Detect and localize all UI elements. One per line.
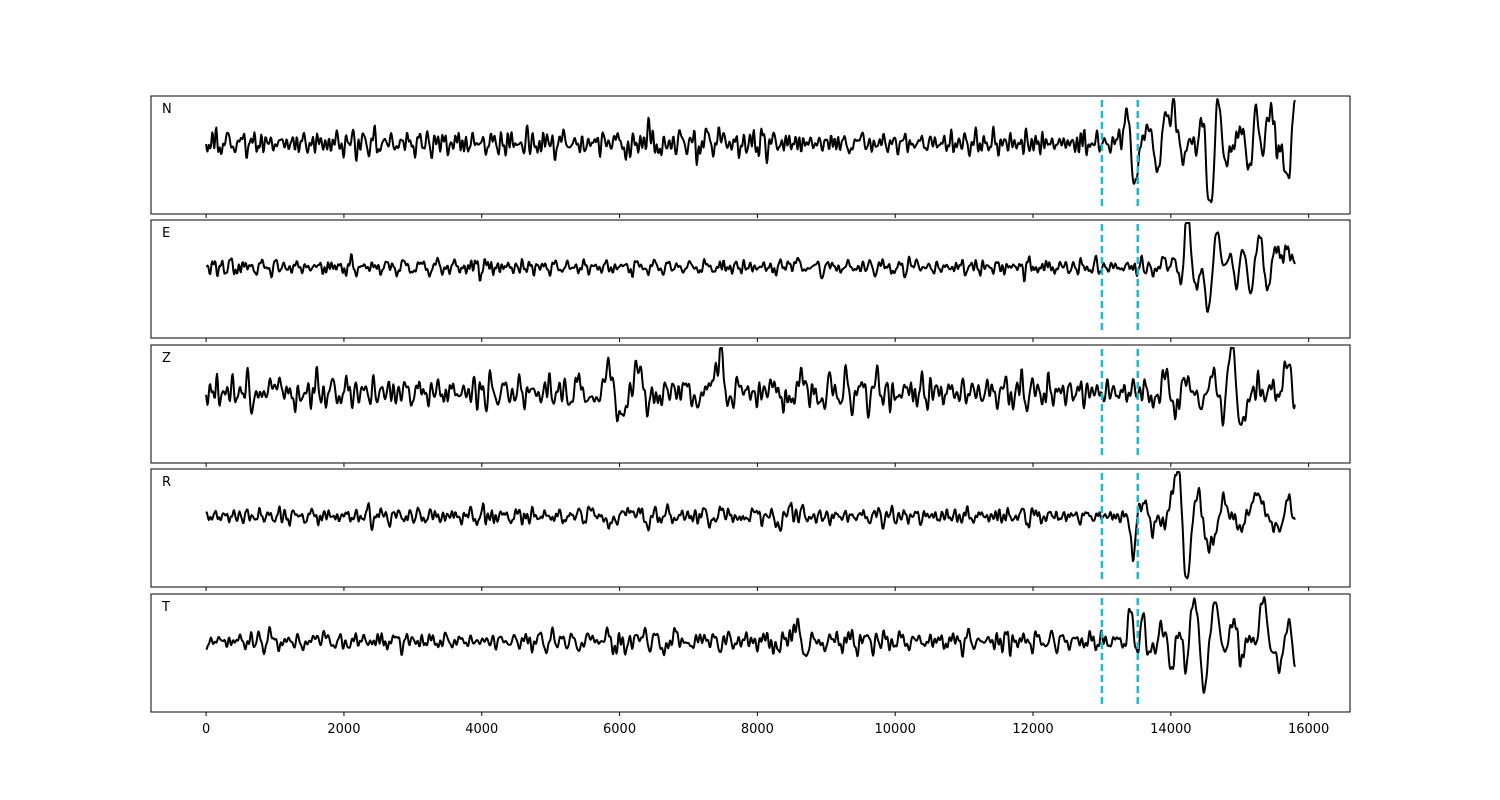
x-tick-label: 10000 [875, 722, 916, 737]
channel-label: R [162, 475, 171, 490]
panels-group: N E Z R T [150, 95, 1351, 716]
panel-frame [150, 593, 1351, 713]
x-tick-label: 0 [202, 722, 210, 737]
x-tick-label: 6000 [603, 722, 636, 737]
channel-label: E [162, 226, 170, 241]
x-tick-label: 14000 [1150, 722, 1191, 737]
waveform-trace [205, 222, 1296, 313]
panel-frame [150, 344, 1351, 464]
channel-label: Z [162, 351, 171, 366]
channel-label: T [161, 600, 170, 615]
waveform-trace [205, 596, 1296, 694]
x-tick-label: 2000 [327, 722, 360, 737]
panel-T: T [150, 593, 1351, 716]
channel-label: N [162, 102, 172, 117]
x-axis: 0 2000 4000 6000 8000 10000 12000 14000 16000 [202, 722, 1329, 737]
x-tick-label: 4000 [465, 722, 498, 737]
panel-frame [150, 95, 1351, 215]
panel-R: R [150, 468, 1351, 591]
waveform-trace [205, 98, 1296, 204]
x-tick-label: 8000 [741, 722, 774, 737]
x-tick-label: 16000 [1288, 722, 1329, 737]
panel-Z: Z [150, 344, 1351, 467]
waveform-trace [205, 347, 1296, 427]
x-tick-label: 12000 [1012, 722, 1053, 737]
panel-N: N [150, 95, 1351, 218]
panel-E: E [150, 219, 1351, 342]
panel-frame [150, 219, 1351, 339]
waveform-trace [205, 471, 1296, 580]
panel-frame [150, 468, 1351, 588]
